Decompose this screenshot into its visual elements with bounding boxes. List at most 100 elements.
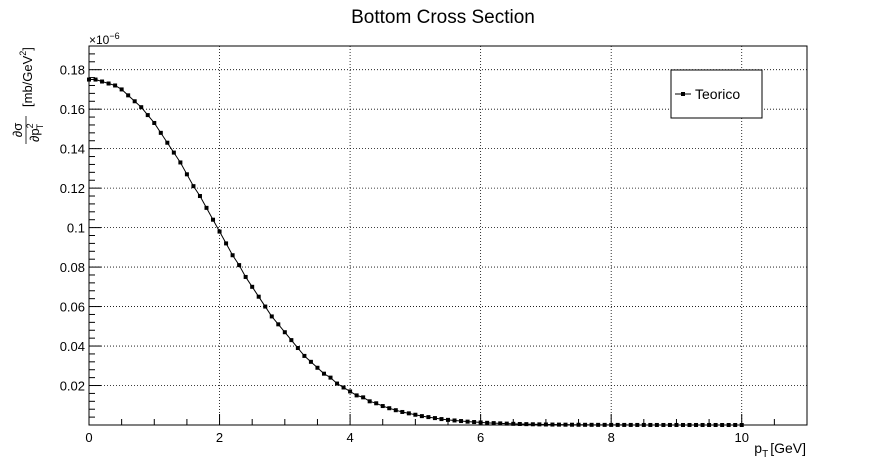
data-point [739,423,744,427]
y-multiplier-exponent: −6 [109,31,119,41]
data-point [648,422,653,427]
x-axis-label: pT [GeV] [754,440,806,460]
data-point [139,105,144,110]
data-point [269,314,274,319]
data-point [530,422,535,427]
data-point [680,422,685,427]
data-point [335,381,340,386]
data-point [628,422,633,427]
legend-marker [681,92,685,96]
data-point [145,113,150,118]
data-point [126,93,131,98]
data-point [576,422,581,427]
data-point [191,184,196,189]
data-point [439,417,444,422]
y-axis-label: ∂σ ∂p2T [mb/GeV 2] [10,47,45,144]
data-point [641,422,646,427]
data-point [713,422,718,427]
x-tick-label: 2 [216,430,223,445]
data-point [563,422,568,427]
svg-text:pT[GeV]: pT [GeV] [754,440,806,460]
y-multiplier-base: ×10 [89,33,110,47]
data-point [132,99,137,104]
data-point [491,421,496,426]
data-point [589,422,594,427]
y-axis-ticks: 0.02 0.04 0.06 0.08 0.1 0.12 0.14 0.16 0.18 [60,53,101,418]
data-point [224,241,229,246]
y-axis-label-denominator: ∂p [27,128,42,142]
y-axis-label-unit-end: ] [20,47,35,51]
y-tick-label: 0.14 [60,142,85,157]
data-point [419,414,424,419]
y-tick-label: 0.08 [60,260,85,275]
data-point [171,150,176,155]
data-point [472,420,477,425]
y-tick-label: 0.04 [60,339,85,354]
y-axis-label-denominator-sup: 2 [25,123,35,128]
data-point [276,322,281,327]
data-point [465,419,470,424]
data-point [400,409,405,414]
data-point [674,422,679,427]
y-axis-label-unit: [mb/GeV [20,55,35,107]
data-point [609,422,614,427]
data-point [367,399,372,404]
x-tick-label: 6 [477,430,484,445]
data-point [700,422,705,427]
x-tick-label: 0 [85,430,92,445]
data-point [302,353,307,358]
data-point [328,375,333,380]
data-point [622,422,627,427]
data-point [87,77,91,82]
data-point [243,274,248,279]
x-axis-ticks: 0 2 4 6 8 10 [85,414,808,445]
series-teorico [87,77,744,427]
data-point [152,120,157,125]
data-point [282,330,287,335]
x-tick-label: 8 [608,430,615,445]
data-point [113,83,118,88]
data-point [315,365,320,370]
chart-title: Bottom Cross Section [351,7,535,28]
data-point [348,389,353,394]
data-point [374,401,379,406]
data-point [387,406,392,411]
data-point [204,205,209,210]
series-line [89,79,742,426]
data-point [406,411,411,416]
data-point [106,81,111,86]
data-point [452,418,457,423]
data-point [687,422,692,427]
data-point [250,284,255,289]
data-point [341,385,346,390]
data-point [478,420,483,425]
y-tick-label: 0.1 [67,221,85,236]
data-point [295,346,300,351]
data-point [517,421,522,426]
data-point [100,79,105,84]
legend: Teorico [670,69,763,119]
svg-text:∂p2T: ∂p2T [25,123,45,142]
data-point [511,421,516,426]
svg-text:×10−6: ×10−6 [89,31,120,47]
data-point [158,130,163,135]
data-point [230,253,235,258]
x-axis-label-sub: T [762,449,768,460]
data-point [217,229,222,234]
data-point [380,404,385,409]
data-point [446,417,450,422]
data-point [556,422,561,427]
data-point [308,359,313,364]
data-point [596,422,601,427]
data-point [733,423,738,427]
x-tick-label: 4 [346,430,353,445]
y-axis-label-numerator: ∂σ [10,123,25,137]
data-point [726,423,731,427]
y-tick-label: 0.06 [60,300,85,315]
data-point [197,194,202,199]
data-point [583,422,588,427]
x-axis-label-main: p [754,440,762,456]
data-point [321,371,326,376]
x-tick-label: 10 [734,430,748,445]
